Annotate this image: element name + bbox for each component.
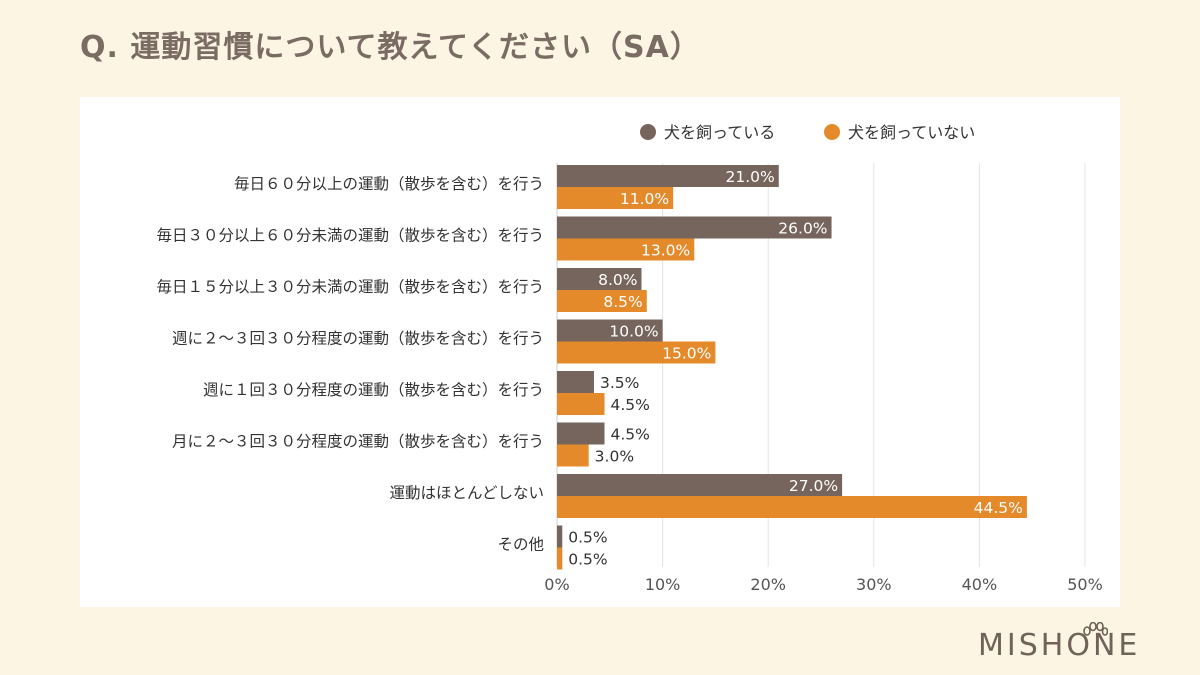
bar-non-owner — [557, 393, 605, 415]
data-label: 3.0% — [595, 448, 634, 466]
legend-label: 犬を飼っていない — [848, 123, 975, 142]
bar-dog-owner — [557, 422, 605, 445]
brand-name: MISHONE — [978, 628, 1141, 663]
bar-dog-owner — [557, 165, 779, 187]
x-tick-label: 30% — [856, 575, 892, 594]
data-label: 10.0% — [609, 323, 658, 341]
data-label: 26.0% — [778, 220, 827, 238]
bar-dog-owner — [557, 216, 832, 239]
brand-logo: MISHONE — [978, 622, 1178, 668]
legend-label: 犬を飼っている — [664, 123, 775, 142]
bar-non-owner — [557, 547, 563, 570]
data-label: 8.5% — [603, 293, 642, 311]
category-label: 毎日３０分以上６０分未満の運動（散歩を含む）を行う — [156, 227, 544, 245]
bar-dog-owner — [557, 371, 594, 393]
x-tick-label: 20% — [750, 575, 786, 594]
bar-chart: 0% 10% 20% 30% 40% 50% 毎日６０分以上の運動（散歩を含む）を行う毎日３… — [156, 123, 1103, 594]
category-label: その他 — [497, 536, 544, 554]
x-tick-label: 0% — [544, 575, 569, 594]
bar-dog-owner — [557, 319, 663, 342]
paw-icon — [1083, 622, 1108, 636]
category-label: 週に２～３回３０分程度の運動（散歩を含む）を行う — [172, 330, 544, 348]
data-label: 4.5% — [611, 396, 650, 414]
data-label: 21.0% — [726, 168, 775, 186]
data-label: 8.0% — [598, 271, 637, 289]
bar-dog-owner — [557, 525, 563, 548]
bar-non-owner — [557, 187, 674, 209]
data-label: 0.5% — [568, 551, 607, 569]
category-label: 月に２～３回３０分程度の運動（散歩を含む）を行う — [172, 433, 544, 451]
data-label: 44.5% — [974, 499, 1023, 517]
bar-non-owner — [557, 496, 1027, 518]
data-label: 27.0% — [789, 477, 838, 495]
x-tick-label: 40% — [962, 575, 998, 594]
category-label: 毎日１５分以上３０分未満の運動（散歩を含む）を行う — [156, 278, 544, 296]
data-label: 0.5% — [568, 529, 607, 547]
category-label: 毎日６０分以上の運動（散歩を含む）を行う — [234, 175, 544, 193]
bar-non-owner — [557, 238, 695, 261]
legend-marker — [640, 124, 656, 140]
x-tick-label: 10% — [645, 575, 681, 594]
data-label: 11.0% — [620, 190, 669, 208]
chart-panel: 0% 10% 20% 30% 40% 50% 毎日６０分以上の運動（散歩を含む）を行う毎日３… — [80, 97, 1120, 607]
data-label: 4.5% — [611, 426, 650, 444]
category-label: 週に１回３０分程度の運動（散歩を含む）を行う — [203, 381, 544, 399]
bar-dog-owner — [557, 268, 642, 290]
category-label: 運動はほとんどしない — [389, 484, 544, 502]
legend-marker — [824, 124, 840, 140]
data-label: 15.0% — [662, 345, 711, 363]
data-label: 3.5% — [600, 374, 639, 392]
x-tick-label: 50% — [1067, 575, 1103, 594]
bar-non-owner — [557, 341, 716, 364]
bar-non-owner — [557, 290, 647, 312]
page-title: Q. 運動習慣について教えてください（SA） — [80, 30, 701, 65]
bar-non-owner — [557, 444, 589, 467]
bar-dog-owner — [557, 474, 843, 496]
data-label: 13.0% — [641, 242, 690, 260]
